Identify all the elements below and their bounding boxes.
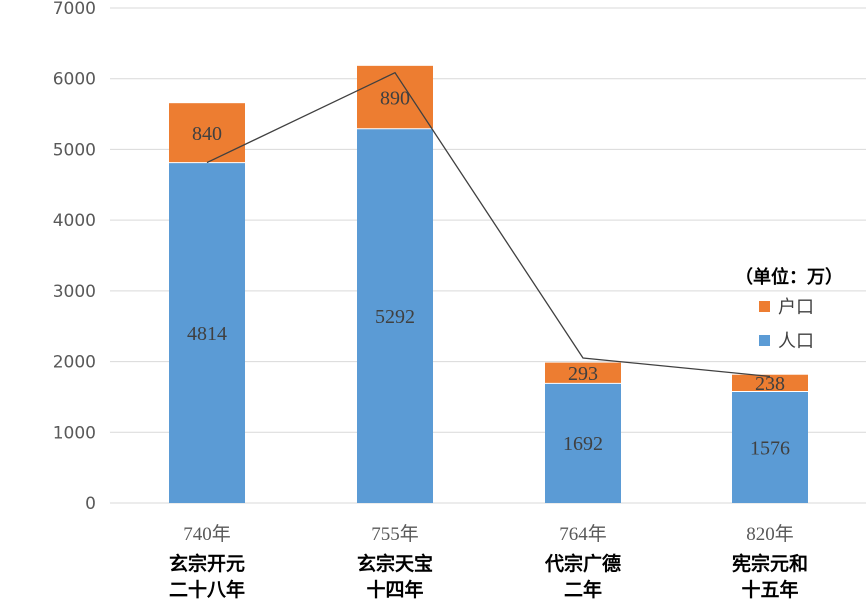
data-label-population-3: 1576 — [750, 437, 790, 459]
legend-label-households: 户口 — [778, 297, 814, 318]
y-tick-label-4: 4000 — [53, 211, 96, 231]
bar-population-0 — [169, 162, 245, 503]
legend-label-population: 人口 — [778, 331, 814, 352]
y-tick-label-6: 6000 — [53, 70, 96, 90]
data-label-households-2: 293 — [568, 363, 598, 385]
bar-population-2 — [545, 383, 621, 503]
x-label-year-2: 764年 — [559, 523, 607, 545]
bar-households-0 — [169, 103, 245, 163]
legend-swatch-households — [759, 301, 770, 312]
data-label-population-0: 4814 — [187, 323, 227, 345]
y-axis-tick-labels: 0 1000 2000 3000 4000 5000 6000 7000 — [53, 0, 96, 514]
x-label-year-3: 820年 — [746, 523, 794, 545]
y-tick-label-7: 7000 — [53, 0, 96, 19]
data-label-population-1: 5292 — [375, 306, 415, 328]
x-label-reign-0-0: 玄宗开元 — [169, 552, 245, 575]
data-label-population-2: 1692 — [563, 433, 603, 455]
bar-population-3 — [732, 391, 808, 503]
legend: （单位：万） 户口 人口 — [735, 266, 843, 352]
x-label-reign-0-1: 二十八年 — [169, 578, 245, 601]
unit-note: （单位：万） — [735, 266, 843, 288]
y-tick-label-5: 5000 — [53, 140, 96, 160]
trend-line-path — [206, 71, 771, 378]
data-labels: 4814 840 5292 890 1692 293 1576 238 — [187, 87, 790, 459]
x-label-reign-1-0: 玄宗天宝 — [357, 552, 433, 575]
trend-line — [206, 71, 771, 378]
data-label-households-0: 840 — [192, 123, 222, 145]
y-tick-label-3: 3000 — [53, 282, 96, 302]
bar-households-2 — [545, 362, 621, 384]
data-label-households-1: 890 — [380, 87, 410, 109]
y-tick-label-2: 2000 — [53, 353, 96, 373]
y-tick-label-0: 0 — [85, 494, 96, 514]
bars — [169, 65, 808, 503]
x-label-reign-1-1: 十四年 — [366, 578, 423, 601]
legend-swatch-population — [759, 335, 770, 346]
data-label-households-3: 238 — [755, 373, 785, 395]
bar-population-1 — [357, 128, 433, 503]
x-label-year-1: 755年 — [371, 523, 419, 545]
x-label-reign-3-1: 十五年 — [741, 578, 798, 601]
bar-households-1 — [357, 65, 433, 129]
y-tick-label-1: 1000 — [53, 423, 96, 443]
x-label-reign-3-0: 宪宗元和 — [732, 552, 808, 575]
x-label-reign-2-0: 代宗广德 — [544, 552, 621, 575]
bar-households-3 — [732, 374, 808, 392]
x-label-reign-2-1: 二年 — [564, 578, 602, 601]
x-label-year-0: 740年 — [183, 523, 231, 545]
